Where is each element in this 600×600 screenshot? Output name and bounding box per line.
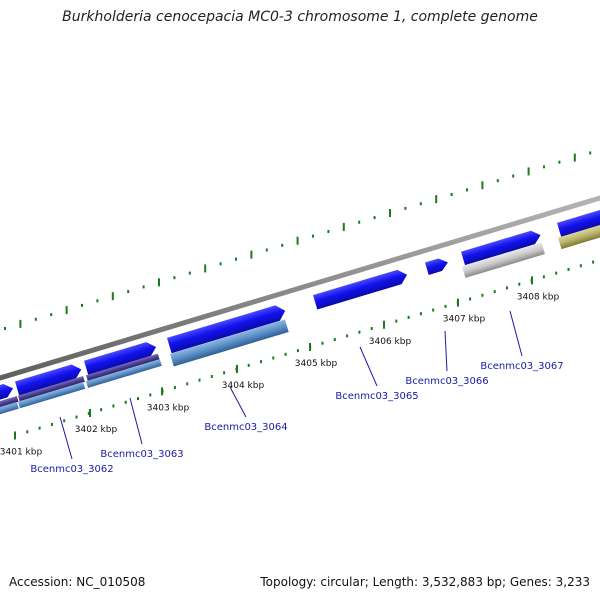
tick-label: 3405 kbp xyxy=(295,359,338,369)
topology-summary-text: Topology: circular; Length: 3,532,883 bp… xyxy=(260,575,590,589)
cds-feature xyxy=(84,342,157,376)
tick-label: 3408 kbp xyxy=(517,292,560,302)
cds-features xyxy=(0,209,600,417)
cds-feature xyxy=(15,364,82,396)
cds-feature xyxy=(313,269,408,310)
inner-tick-row xyxy=(14,260,595,440)
cds-feature xyxy=(86,359,162,388)
backbone-line xyxy=(0,195,600,381)
cds-feature xyxy=(167,305,286,354)
gene-label[interactable]: Bcenmc03_3063 xyxy=(100,449,183,460)
cds-feature xyxy=(557,209,600,238)
outer-tick-row xyxy=(4,151,592,330)
gene-leader-line xyxy=(359,346,378,387)
gene-label-group: Bcenmc03_3062 Bcenmc03_3063 Bcenmc03_3064 B… xyxy=(30,310,564,475)
accession-text: Accession: NC_010508 xyxy=(9,575,146,589)
map-title: Burkholderia cenocepacia MC0-3 chromosom… xyxy=(62,9,538,25)
cds-feature xyxy=(0,401,19,417)
gene-leader-line xyxy=(444,330,448,372)
gene-label[interactable]: Bcenmc03_3064 xyxy=(204,422,287,433)
tick-label: 3406 kbp xyxy=(369,337,412,347)
tick-label: 3402 kbp xyxy=(75,425,118,435)
cds-feature xyxy=(170,319,289,367)
gene-leader-line xyxy=(509,310,523,357)
gene-label[interactable]: Bcenmc03_3065 xyxy=(335,391,418,402)
backbone-ring xyxy=(0,195,600,381)
cds-feature xyxy=(18,376,85,402)
cds-feature xyxy=(18,382,86,409)
tick-label: 3403 kbp xyxy=(147,403,190,413)
cds-feature xyxy=(461,230,541,266)
tick-label: 3401 kbp xyxy=(0,448,42,458)
tick-label: 3407 kbp xyxy=(443,315,486,325)
gene-leader-line xyxy=(129,397,143,445)
gene-label[interactable]: Bcenmc03_3066 xyxy=(405,376,488,387)
gene-leader-line xyxy=(229,386,247,418)
cds-feature xyxy=(0,395,19,410)
cds-feature xyxy=(86,353,160,381)
cds-feature xyxy=(425,258,448,275)
cds-feature xyxy=(0,383,14,402)
gene-leader-line xyxy=(59,416,73,460)
tick-label: 3404 kbp xyxy=(222,381,265,391)
gene-label[interactable]: Bcenmc03_3067 xyxy=(480,361,563,372)
gene-label[interactable]: Bcenmc03_3062 xyxy=(30,464,113,475)
tick-labels: 3401 kbp 3402 kbp 3403 kbp 3404 kbp 3405 kbp… xyxy=(0,292,559,457)
cds-feature xyxy=(558,222,600,250)
cds-feature xyxy=(462,242,545,278)
